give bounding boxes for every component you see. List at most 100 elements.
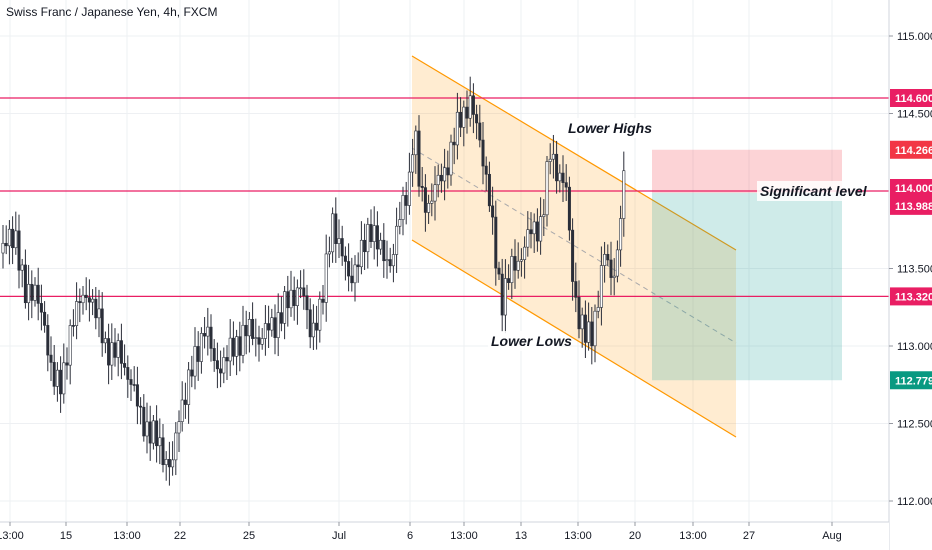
candle-up bbox=[516, 260, 520, 271]
candle-down bbox=[212, 348, 216, 361]
candle-down bbox=[219, 368, 223, 374]
candle-down bbox=[119, 340, 123, 364]
time-tick-label: 6 bbox=[407, 530, 413, 542]
candle-down bbox=[4, 242, 8, 247]
price-tick-label: 112.500 bbox=[897, 419, 932, 431]
candles bbox=[1, 76, 626, 486]
candle-up bbox=[411, 154, 415, 173]
candle-up bbox=[433, 184, 437, 202]
candle-down bbox=[609, 259, 613, 278]
price-badge-bg bbox=[890, 196, 932, 215]
candle-down bbox=[347, 261, 351, 277]
candle-up bbox=[427, 203, 431, 213]
candle-down bbox=[513, 256, 517, 271]
candle-up bbox=[235, 336, 239, 357]
candle-down bbox=[190, 369, 194, 377]
price-axis[interactable]: 115.000 114.500 113.500 113.000 112.500 112.0… bbox=[888, 0, 932, 550]
candle-down bbox=[465, 106, 469, 119]
candle-up bbox=[391, 254, 395, 267]
candle-down bbox=[321, 298, 325, 303]
time-tick-label: 25 bbox=[243, 530, 255, 542]
candle-down bbox=[203, 333, 207, 337]
candle-up bbox=[193, 346, 197, 377]
candle-up bbox=[401, 195, 405, 220]
price-badge-4: 113.320 bbox=[895, 291, 932, 303]
candle-down bbox=[292, 289, 296, 306]
candle-down bbox=[567, 186, 571, 231]
candle-up bbox=[299, 287, 303, 290]
candle-up bbox=[263, 323, 267, 339]
time-tick-label: 20 bbox=[629, 530, 641, 542]
candle-down bbox=[251, 319, 255, 339]
time-tick-label: 22 bbox=[174, 530, 186, 542]
candle-down bbox=[30, 283, 34, 301]
candle-down bbox=[142, 406, 146, 437]
candle-up bbox=[116, 340, 120, 358]
time-tick-label: 13:00 bbox=[450, 530, 478, 542]
candle-down bbox=[564, 182, 568, 188]
candle-down bbox=[167, 459, 171, 468]
annotation-significant-level: Significant level bbox=[760, 183, 868, 199]
candle-down bbox=[279, 312, 283, 324]
candle-up bbox=[27, 283, 31, 304]
candle-up bbox=[398, 219, 402, 227]
candle-up bbox=[20, 264, 24, 271]
candle-up bbox=[619, 218, 623, 251]
candle-up bbox=[14, 230, 18, 249]
candle-down bbox=[65, 362, 69, 366]
candle-up bbox=[151, 420, 155, 444]
candle-up bbox=[558, 172, 562, 182]
chart-title: Swiss Franc / Japanese Yen, 4h, FXCM bbox=[6, 5, 218, 19]
candle-up bbox=[510, 256, 514, 283]
candle-down bbox=[161, 437, 165, 466]
candle-up bbox=[372, 225, 376, 242]
candle-down bbox=[302, 287, 306, 297]
candle-down bbox=[340, 238, 344, 257]
candle-down bbox=[183, 399, 187, 405]
annotations[interactable]: Lower Highs Significant level Lower Lows bbox=[488, 118, 868, 351]
candle-down bbox=[155, 420, 159, 447]
candle-up bbox=[241, 324, 245, 356]
candle-up bbox=[615, 249, 619, 277]
candle-down bbox=[244, 324, 248, 337]
time-axis[interactable]: 13:00 15 13:00 22 25 Jul 6 13:00 13 13:00 20 13:00 2… bbox=[0, 521, 889, 550]
candle-up bbox=[254, 337, 258, 339]
candle-up bbox=[587, 321, 591, 343]
time-tick-label: 15 bbox=[60, 530, 72, 542]
candle-up bbox=[545, 161, 549, 216]
candle-down bbox=[420, 185, 424, 188]
candle-down bbox=[452, 141, 456, 146]
candle-up bbox=[270, 317, 274, 331]
candle-up bbox=[407, 171, 411, 206]
candle-up bbox=[180, 399, 184, 422]
annotation-lower-highs-bg bbox=[565, 118, 637, 138]
candle-down bbox=[446, 167, 450, 176]
candle-up bbox=[318, 298, 322, 331]
candle-up bbox=[580, 314, 584, 330]
candle-down bbox=[135, 384, 139, 407]
candle-up bbox=[75, 301, 79, 326]
candle-down bbox=[583, 314, 587, 343]
candle-up bbox=[103, 338, 107, 344]
candle-down bbox=[555, 153, 559, 182]
time-tick-label: 13:00 bbox=[679, 530, 707, 542]
candle-down bbox=[484, 165, 488, 175]
candle-up bbox=[145, 421, 149, 437]
candle-down bbox=[471, 95, 475, 115]
candle-down bbox=[535, 221, 539, 242]
candle-up bbox=[206, 326, 210, 337]
candle-down bbox=[46, 325, 50, 356]
candle-up bbox=[283, 291, 287, 324]
candle-down bbox=[36, 284, 40, 304]
price-tick-label: 113.500 bbox=[897, 264, 932, 276]
candle-down bbox=[305, 295, 309, 311]
candle-up bbox=[33, 284, 37, 301]
candle-up bbox=[324, 253, 328, 303]
channel-lower-line bbox=[411, 239, 737, 438]
candle-down bbox=[215, 360, 219, 370]
candle-down bbox=[231, 337, 235, 357]
annotation-lower-highs: Lower Highs bbox=[568, 120, 652, 136]
short-position-tool[interactable] bbox=[652, 149, 842, 381]
candle-up bbox=[622, 170, 626, 219]
